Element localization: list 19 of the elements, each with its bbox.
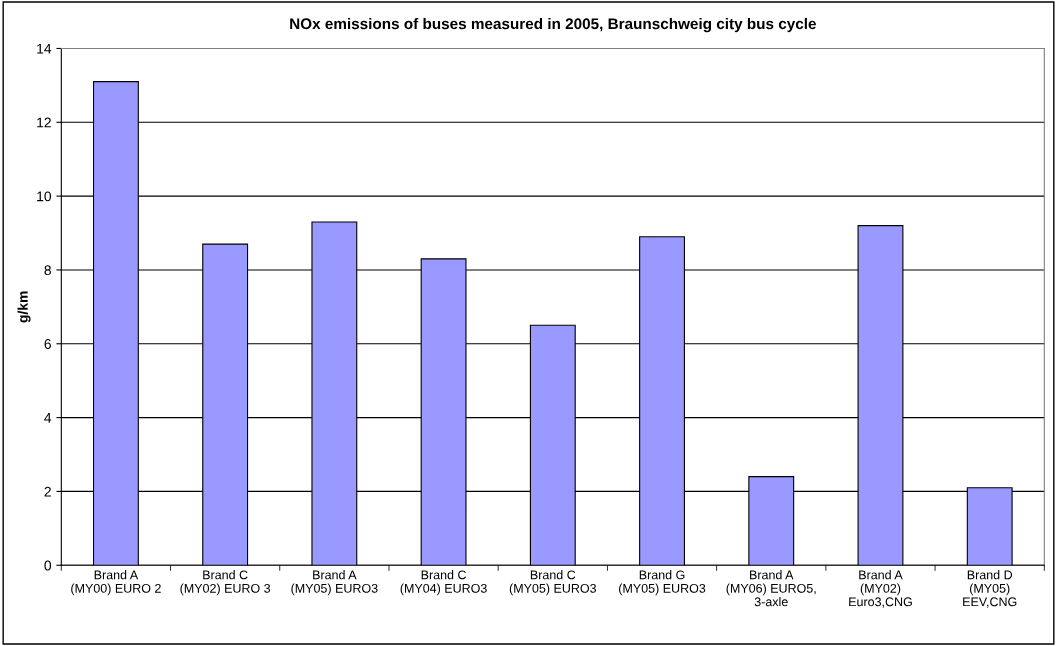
y-tick-label: 0: [44, 560, 52, 571]
y-tick-label: 10: [37, 191, 52, 202]
x-tick-label: Brand A (MY02) Euro3,CNG: [849, 570, 912, 608]
y-axis-title: g/km: [17, 291, 31, 323]
x-tick-label: Brand A (MY06) EURO5, 3-axle: [726, 570, 816, 607]
x-tick-label: Brand C (MY02) EURO 3: [180, 570, 271, 596]
y-tick-label: 12: [37, 117, 51, 128]
x-tick-label: Brand G (MY05) EURO3: [619, 570, 706, 596]
y-tick-label: 14: [37, 43, 52, 54]
x-tick-label: Brand D (MY05) EEV,CNG: [963, 570, 1017, 608]
y-tick-label: 8: [44, 265, 51, 276]
x-tick-label: Brand C (MY04) EURO3: [400, 570, 487, 596]
x-tick-label: Brand A (MY00) EURO 2: [71, 570, 161, 596]
x-tick-label: Brand C (MY05) EURO3: [509, 570, 597, 596]
y-tick-label: 6: [44, 339, 51, 349]
y-tick-label: 4: [44, 413, 52, 423]
y-tick-label: 2: [44, 486, 51, 497]
chart-title: NOx emissions of buses measured in 2005, Braunschweig city bus cycle: [290, 17, 816, 33]
x-tick-label: Brand A (MY05) EURO3: [291, 570, 378, 596]
